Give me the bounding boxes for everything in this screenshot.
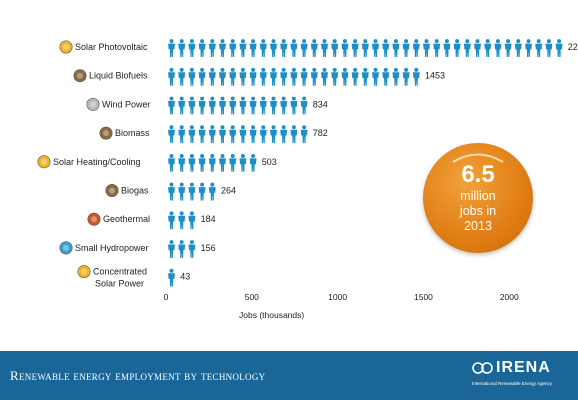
category-icon: [59, 40, 73, 54]
irena-logo-icon: [472, 362, 493, 374]
badge-line-2: jobs in: [459, 204, 497, 218]
bar-mark: [168, 268, 175, 287]
x-axis: 0 500 1000 1500 2000: [164, 292, 519, 302]
category-label: Geothermal: [103, 214, 150, 224]
value-labels: 2273 1453 834 782 503 264 184 156 43: [180, 42, 578, 282]
badge-number: 6.5: [461, 161, 495, 188]
badge-line-3: 2013: [464, 219, 492, 233]
bar-mark: [168, 96, 308, 115]
x-tick-label: 0: [164, 292, 169, 302]
value-label: 782: [313, 128, 328, 138]
category-icon: [59, 241, 73, 255]
bar-mark: [168, 67, 420, 86]
category-label: Biomass: [115, 128, 150, 138]
value-label: 264: [221, 186, 236, 196]
value-label: 1453: [425, 71, 445, 81]
x-tick-label: 2000: [500, 292, 519, 302]
chart: Solar Photovoltaic Liquid Biofuels Wind Po…: [37, 39, 578, 320]
bar-mark: [168, 240, 196, 258]
value-label: 834: [313, 99, 328, 109]
badge-line-1: million: [460, 189, 496, 203]
x-tick-label: 500: [245, 292, 259, 302]
category-label: Small Hydropower: [75, 243, 149, 253]
category-icon: [99, 126, 113, 140]
category-label: Wind Power: [102, 99, 151, 109]
category-icon: [105, 184, 119, 198]
category-icon: [37, 155, 51, 169]
category-label: Biogas: [121, 186, 149, 196]
category-icon: [87, 212, 101, 226]
badge-arc-icon: [452, 153, 504, 163]
logo-subtitle: International Renewable Energy Agency: [472, 381, 553, 386]
x-tick-label: 1000: [328, 292, 347, 302]
bar-mark: [168, 153, 257, 172]
value-label: 2273: [568, 42, 578, 52]
category-icon: [73, 69, 87, 83]
x-tick-label: 1500: [414, 292, 433, 302]
value-label: 156: [201, 243, 216, 253]
value-label: 43: [180, 272, 190, 282]
bar-mark: [168, 39, 563, 57]
bar-mark: [168, 211, 196, 230]
category-labels: Solar Photovoltaic Liquid Biofuels Wind Po…: [37, 40, 151, 289]
footer-title: Renewable energy employment by technolog…: [10, 368, 266, 383]
value-label: 184: [201, 214, 216, 224]
category-label: Concentrated Solar Power: [93, 267, 147, 289]
category-label: Solar Photovoltaic: [75, 42, 148, 52]
category-icon: [86, 97, 100, 111]
logo-name: IRENA: [496, 359, 551, 376]
x-axis-label: Jobs (thousands): [239, 310, 304, 320]
bar-mark: [168, 182, 216, 201]
bar-marks: [168, 39, 563, 287]
category-icon: [77, 265, 91, 279]
footer-bar: Renewable energy employment by technolog…: [0, 351, 578, 400]
category-label: Solar Heating/Cooling: [53, 157, 141, 167]
value-label: 503: [262, 157, 277, 167]
bar-mark: [168, 125, 308, 144]
jobs-total-badge: 6.5 million jobs in 2013: [423, 143, 533, 253]
irena-logo: IRENA International Renewable Energy Age…: [472, 359, 564, 393]
category-label: Liquid Biofuels: [89, 71, 148, 81]
